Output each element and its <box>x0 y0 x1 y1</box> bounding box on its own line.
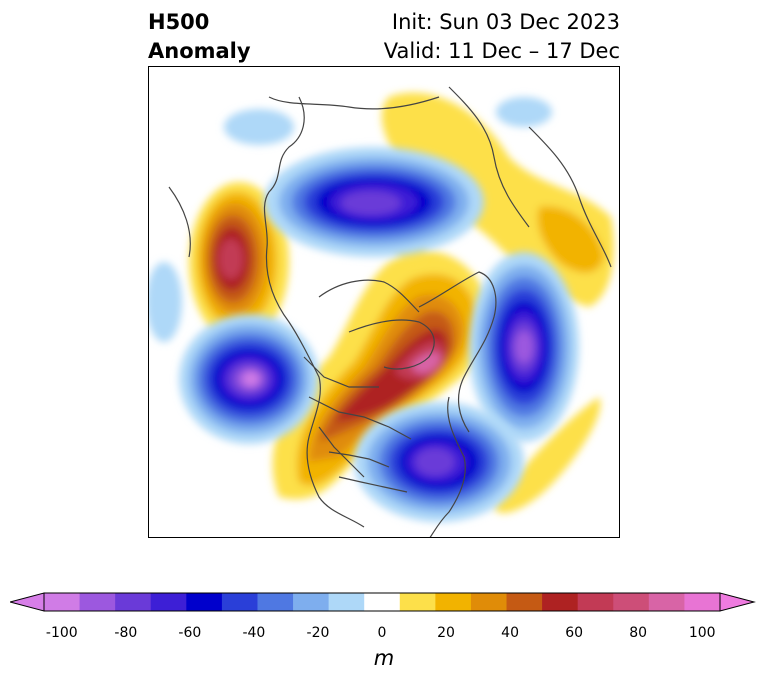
init-date: Init: Sun 03 Dec 2023 <box>391 10 620 34</box>
colorbar-tick-label: -100 <box>45 625 78 641</box>
coastlines <box>168 86 612 537</box>
colorbar-cell <box>470 593 508 611</box>
trough-canada <box>264 147 484 257</box>
title-field: Anomaly <box>148 39 251 63</box>
colorbar-cells <box>44 593 721 611</box>
colorbar-tick-label: 20 <box>437 625 455 641</box>
colorbar-cell <box>115 593 152 611</box>
colorbar-cell <box>435 593 472 611</box>
colorbar-tick-label: -80 <box>114 625 138 641</box>
colorbar-tick-label: 80 <box>629 625 648 641</box>
colorbar-cell <box>684 593 721 611</box>
colorbar <box>10 592 756 612</box>
colorbar-cell <box>613 593 650 611</box>
colorbar-cell <box>542 593 579 611</box>
colorbar-cell <box>577 593 614 611</box>
colorbar-cell <box>186 593 223 611</box>
ridge-pacific <box>189 182 289 342</box>
colorbar-cell <box>328 593 365 611</box>
map-dates: Init: Sun 03 Dec 2023 Valid: 11 Dec – 17… <box>384 8 620 66</box>
colorbar-tick-label: -40 <box>242 625 266 641</box>
colorbar-tick-label: -60 <box>178 625 202 641</box>
trough-small <box>149 97 552 342</box>
colorbar-cell <box>293 593 330 611</box>
colorbar-cell <box>79 593 116 611</box>
colorbar-cell <box>150 593 187 611</box>
colorbar-tick-label: 40 <box>501 625 519 641</box>
colorbar-extend-left <box>10 592 45 612</box>
colorbar-cell <box>257 593 294 611</box>
colorbar-tick-label: 0 <box>377 625 387 641</box>
trough-east-coast <box>354 402 524 522</box>
colorbar-cell <box>44 593 81 611</box>
colorbar-tick-label: 100 <box>688 625 716 641</box>
trough-pacific <box>179 314 319 444</box>
title-variable: H500 <box>148 10 210 34</box>
map-title: H500 Anomaly <box>148 8 251 66</box>
colorbar-border <box>43 592 721 612</box>
colorbar-cell <box>221 593 258 611</box>
colorbar-extend-right <box>719 592 756 612</box>
colorbar-cell <box>364 593 401 611</box>
colorbar-tick-label: -20 <box>306 625 330 641</box>
colorbar-tick-label: 60 <box>565 625 584 641</box>
colorbar-cell <box>399 593 436 611</box>
anomaly-map <box>148 66 620 538</box>
valid-range: Valid: 11 Dec – 17 Dec <box>383 39 620 63</box>
map-canvas <box>149 86 615 537</box>
colorbar-units: m <box>373 646 395 670</box>
colorbar-cell <box>506 593 543 611</box>
ridge-atlantic <box>494 397 601 514</box>
colorbar-cell <box>648 593 685 611</box>
trough-atlantic <box>469 252 579 442</box>
